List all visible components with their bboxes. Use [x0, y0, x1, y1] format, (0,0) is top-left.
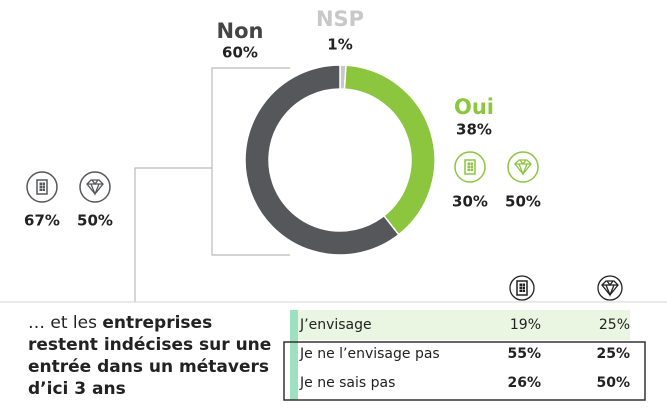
category-label: Oui [454, 95, 494, 119]
row-strip [290, 310, 298, 400]
stat: 50% [505, 193, 541, 211]
table-cell: Je ne sais pas [299, 375, 395, 391]
donut [244, 64, 436, 256]
intro-line: entrée dans un métavers [28, 357, 269, 377]
stat: 50% [77, 212, 113, 230]
category-label: Non [217, 19, 264, 43]
value-label: 60% [222, 44, 258, 62]
table-cell: 25% [599, 317, 630, 333]
intro-line: restent indécises sur une [28, 335, 271, 355]
table-cell: J’envisage [299, 317, 372, 333]
intro-line: d’ici 3 ans [28, 379, 126, 399]
value-label: 1% [327, 36, 352, 54]
table-cell: 50% [596, 375, 630, 391]
category-label: NSP [316, 7, 364, 31]
table: J’envisage 19% 25% Je ne l’envisage pas 55% 2… [299, 317, 630, 391]
intro-bold: entreprises [102, 313, 212, 333]
value-label: 38% [456, 121, 492, 139]
stat: 67% [24, 212, 60, 230]
connectors [0, 67, 667, 303]
table-cell: 55% [507, 346, 541, 362]
table-icons [509, 275, 623, 301]
intro-prefix: … et les [28, 313, 102, 333]
slice [343, 64, 436, 236]
highlight-box [283, 341, 646, 401]
stat: 30% [452, 193, 488, 211]
table-cell: Je ne l’envisage pas [299, 346, 440, 362]
intro-line: … et les entreprises [28, 313, 212, 333]
table-cell: 26% [507, 375, 541, 391]
slice [244, 64, 400, 256]
table-cell: 19% [510, 317, 541, 333]
non-icons [26, 171, 111, 203]
table-cell: 25% [596, 346, 630, 362]
oui-icons [454, 151, 539, 183]
row-bg [290, 310, 630, 340]
